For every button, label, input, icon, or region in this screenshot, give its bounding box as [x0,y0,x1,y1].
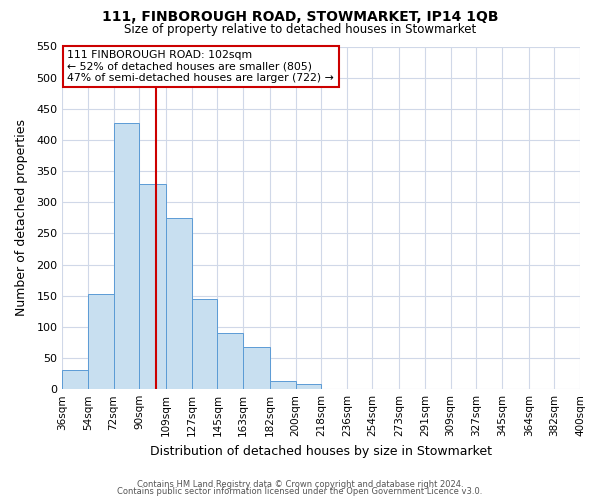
Bar [166,218,192,389]
Text: Contains HM Land Registry data © Crown copyright and database right 2024.: Contains HM Land Registry data © Crown c… [137,480,463,489]
Bar [88,294,113,389]
Text: 111 FINBOROUGH ROAD: 102sqm
← 52% of detached houses are smaller (805)
47% of se: 111 FINBOROUGH ROAD: 102sqm ← 52% of det… [67,50,334,83]
Bar [296,384,321,389]
Y-axis label: Number of detached properties: Number of detached properties [15,120,28,316]
Bar [243,348,270,389]
Text: 111, FINBOROUGH ROAD, STOWMARKET, IP14 1QB: 111, FINBOROUGH ROAD, STOWMARKET, IP14 1… [102,10,498,24]
X-axis label: Distribution of detached houses by size in Stowmarket: Distribution of detached houses by size … [150,444,492,458]
Bar [113,122,139,389]
Bar [217,333,243,389]
Bar [139,184,166,389]
Bar [554,388,580,389]
Text: Size of property relative to detached houses in Stowmarket: Size of property relative to detached ho… [124,22,476,36]
Bar [270,381,296,389]
Text: Contains public sector information licensed under the Open Government Licence v3: Contains public sector information licen… [118,488,482,496]
Bar [192,299,217,389]
Bar [62,370,88,389]
